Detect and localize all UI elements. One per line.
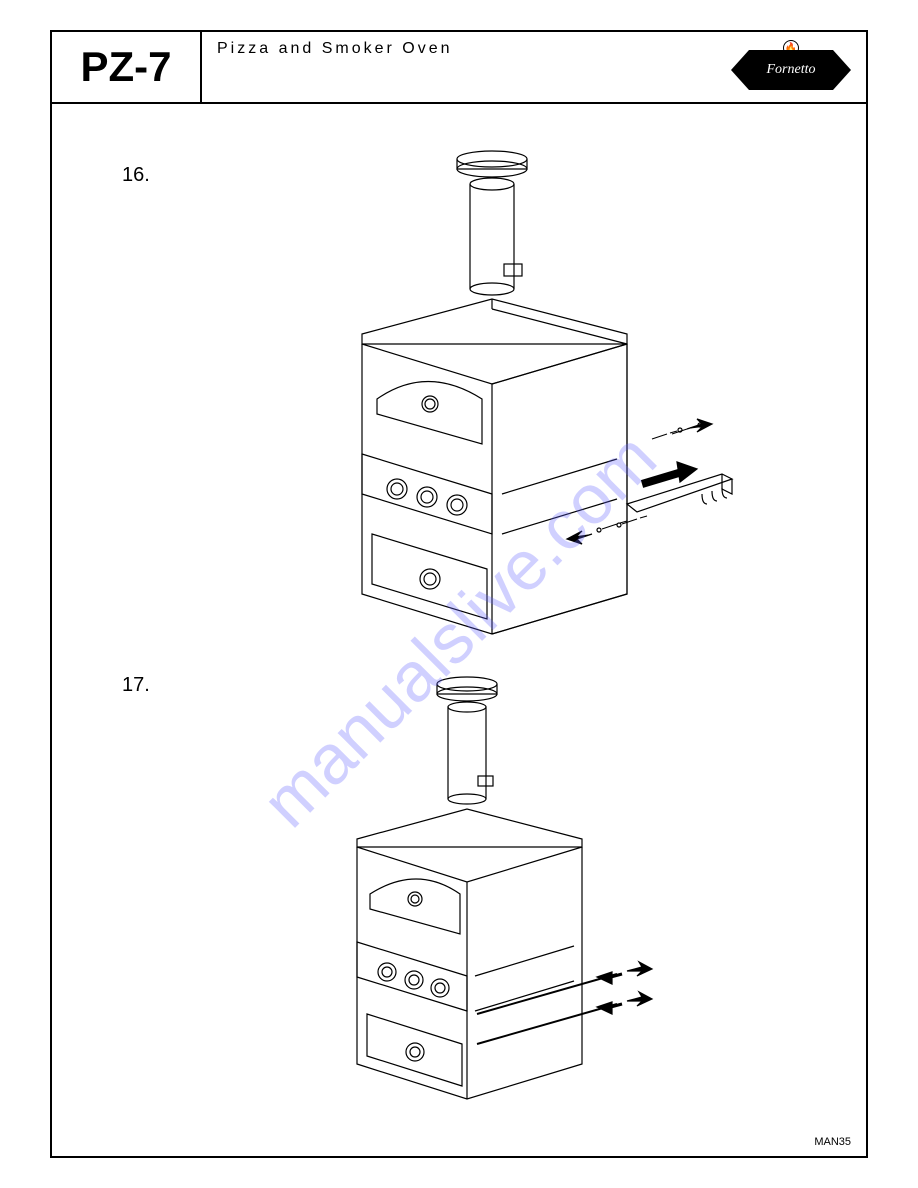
oven-diagram-16 [232,134,752,654]
oven-diagram-17 [272,664,672,1124]
model-code-box: PZ-7 [52,32,202,102]
product-title: Pizza and Smoker Oven [217,40,453,58]
step-17-number: 17. [122,674,150,697]
logo-diamond: Fornetto [731,50,851,90]
header: PZ-7 Pizza and Smoker Oven 🔥 Fornetto [52,32,866,104]
title-box: Pizza and Smoker Oven [202,32,716,102]
brand-name: Fornetto [767,62,816,78]
oven-svg-17 [272,664,672,1124]
page-border: PZ-7 Pizza and Smoker Oven 🔥 Fornetto 16… [50,30,868,1158]
content-area: 16. [52,104,866,1156]
step-16-number: 16. [122,164,150,187]
brand-logo: 🔥 Fornetto [731,42,851,92]
logo-box: 🔥 Fornetto [716,32,866,102]
model-code: PZ-7 [80,43,171,91]
oven-svg-16 [232,134,752,654]
footer-code: MAN35 [814,1136,851,1148]
